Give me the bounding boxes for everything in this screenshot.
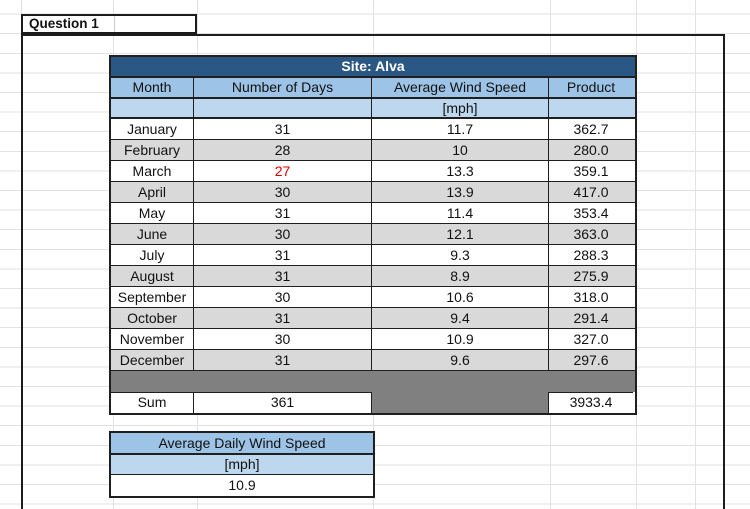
month-cell[interactable]: May: [111, 203, 194, 223]
table-row: January 31 11.7 362.7: [111, 119, 635, 140]
days-cell[interactable]: 31: [194, 245, 372, 265]
month-cell[interactable]: January: [111, 119, 194, 139]
unit-cell-empty[interactable]: [549, 99, 633, 117]
question-label: Question 1: [29, 16, 99, 31]
days-cell[interactable]: 30: [194, 287, 372, 307]
table-row: February 28 10 280.0: [111, 140, 635, 161]
table-row: October 31 9.4 291.4: [111, 308, 635, 329]
wind-cell[interactable]: 13.3: [372, 161, 549, 181]
wind-cell[interactable]: 10: [372, 140, 549, 160]
month-cell[interactable]: November: [111, 329, 194, 349]
column-header-product[interactable]: Product: [566, 79, 616, 95]
wind-cell[interactable]: 10.9: [372, 329, 549, 349]
summary-value-cell[interactable]: 10.9: [111, 475, 373, 496]
table-row: March 27 13.3 359.1: [111, 161, 635, 182]
gray-spacer-row: [111, 371, 635, 392]
month-cell[interactable]: March: [111, 161, 194, 181]
wind-cell[interactable]: 11.7: [372, 119, 549, 139]
table-row: May 31 11.4 353.4: [111, 203, 635, 224]
wind-cell[interactable]: 13.9: [372, 182, 549, 202]
table-row: June 30 12.1 363.0: [111, 224, 635, 245]
month-cell[interactable]: June: [111, 224, 194, 244]
sum-product-cell[interactable]: 3933.4: [549, 392, 633, 413]
column-header-wind[interactable]: Average Wind Speed: [372, 78, 549, 97]
cell-divider: [114, 16, 115, 32]
product-cell[interactable]: 318.0: [573, 289, 609, 305]
table-title-bar[interactable]: Site: Alva: [111, 57, 635, 78]
column-header-month[interactable]: Month: [111, 78, 194, 97]
summary-title-cell[interactable]: Average Daily Wind Speed: [111, 433, 373, 455]
gridline-vertical: [21, 0, 22, 509]
wind-cell[interactable]: 9.3: [372, 245, 549, 265]
wind-cell[interactable]: 9.4: [372, 308, 549, 328]
product-cell[interactable]: 362.7: [573, 121, 609, 137]
month-cell[interactable]: December: [111, 350, 194, 370]
product-cell[interactable]: 288.3: [573, 247, 609, 263]
days-cell[interactable]: 30: [194, 329, 372, 349]
table-row: July 31 9.3 288.3: [111, 245, 635, 266]
product-cell[interactable]: 353.4: [573, 205, 609, 221]
sum-label-cell[interactable]: Sum: [111, 392, 194, 413]
sum-row: Sum 361 3933.4: [111, 392, 635, 413]
wind-cell[interactable]: 8.9: [372, 266, 549, 286]
product-cell[interactable]: 359.1: [573, 163, 609, 179]
unit-row: [mph]: [111, 99, 635, 119]
product-cell[interactable]: 417.0: [573, 184, 609, 200]
product-cell[interactable]: 280.0: [573, 142, 609, 158]
table-row: December 31 9.6 297.6: [111, 350, 635, 371]
question-label-cell[interactable]: Question 1: [21, 14, 197, 34]
wind-cell[interactable]: 12.1: [372, 224, 549, 244]
days-cell[interactable]: 31: [194, 203, 372, 223]
month-cell[interactable]: July: [111, 245, 194, 265]
days-cell[interactable]: 31: [194, 350, 372, 370]
column-header-row: Month Number of Days Average Wind Speed …: [111, 78, 635, 99]
wind-cell[interactable]: 9.6: [372, 350, 549, 370]
table-row: November 30 10.9 327.0: [111, 329, 635, 350]
average-wind-speed-table: Average Daily Wind Speed [mph] 10.9: [109, 431, 375, 498]
product-cell[interactable]: 275.9: [573, 268, 609, 284]
table-row: September 30 10.6 318.0: [111, 287, 635, 308]
days-cell[interactable]: 31: [194, 119, 372, 139]
month-cell[interactable]: April: [111, 182, 194, 202]
product-cell[interactable]: 363.0: [573, 226, 609, 242]
product-cell[interactable]: 327.0: [573, 331, 609, 347]
sum-wind-gray-cell[interactable]: [372, 392, 549, 413]
sum-days-cell[interactable]: 361: [194, 392, 372, 413]
days-cell[interactable]: 30: [194, 182, 372, 202]
unit-cell-empty[interactable]: [111, 99, 194, 117]
month-cell[interactable]: February: [111, 140, 194, 160]
table-row: August 31 8.9 275.9: [111, 266, 635, 287]
column-header-days[interactable]: Number of Days: [194, 78, 372, 97]
wind-cell[interactable]: 10.6: [372, 287, 549, 307]
days-cell[interactable]: 31: [194, 308, 372, 328]
days-cell[interactable]: 28: [194, 140, 372, 160]
unit-cell-mph[interactable]: [mph]: [372, 99, 549, 117]
days-cell[interactable]: 31: [194, 266, 372, 286]
days-cell[interactable]: 30: [194, 224, 372, 244]
product-cell[interactable]: 291.4: [573, 310, 609, 326]
unit-cell-empty[interactable]: [194, 99, 372, 117]
month-cell[interactable]: October: [111, 308, 194, 328]
gridline-vertical: [695, 0, 696, 509]
product-cell[interactable]: 297.6: [573, 352, 609, 368]
table-row: April 30 13.9 417.0: [111, 182, 635, 203]
wind-cell[interactable]: 11.4: [372, 203, 549, 223]
summary-unit-cell[interactable]: [mph]: [111, 455, 373, 475]
days-cell-highlighted[interactable]: 27: [194, 161, 372, 181]
month-cell[interactable]: August: [111, 266, 194, 286]
site-data-table: Site: Alva Month Number of Days Average …: [109, 55, 637, 415]
month-cell[interactable]: September: [111, 287, 194, 307]
